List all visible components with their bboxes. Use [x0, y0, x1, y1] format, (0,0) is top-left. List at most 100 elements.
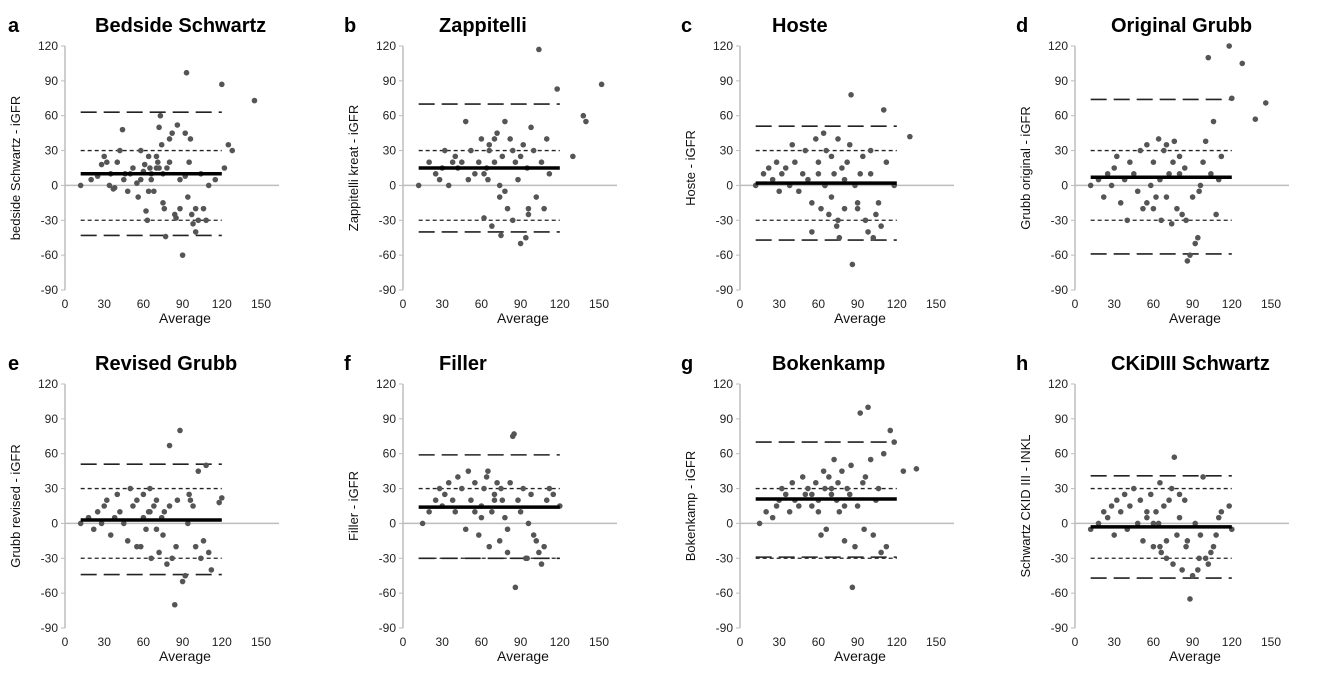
data-point [119, 126, 126, 133]
data-point [802, 491, 809, 498]
data-point [880, 450, 887, 457]
y-axis-label: Filler - iGFR [346, 471, 361, 541]
data-point [867, 147, 874, 154]
panel-letter: b [344, 15, 356, 37]
data-point [174, 122, 181, 128]
panel-letter: f [344, 353, 351, 375]
data-point [114, 491, 121, 498]
data-point [1134, 188, 1141, 195]
data-point [504, 549, 511, 556]
data-point [541, 543, 547, 550]
data-point [436, 176, 443, 183]
data-point [117, 147, 123, 154]
y-tick-label: 30 [720, 482, 734, 496]
data-point [1176, 153, 1183, 160]
data-point [192, 205, 199, 212]
data-point [826, 211, 832, 218]
y-tick-label: 120 [1048, 39, 1068, 53]
data-point [1158, 549, 1165, 556]
data-point [1137, 497, 1144, 503]
data-point [828, 485, 835, 492]
data-point [1166, 171, 1172, 177]
data-point [546, 171, 553, 177]
data-point [127, 485, 134, 492]
data-point [1205, 54, 1212, 61]
data-point [135, 194, 141, 200]
data-point [841, 205, 848, 212]
data-point [857, 171, 864, 177]
data-point [1168, 220, 1175, 227]
data-point [187, 497, 194, 503]
data-point [857, 410, 864, 416]
data-point [1179, 567, 1185, 573]
data-point [823, 526, 830, 533]
data-point [499, 153, 506, 160]
data-point [1184, 538, 1191, 544]
data-point [114, 159, 121, 165]
x-tick-label: 120 [212, 635, 232, 649]
data-point [182, 572, 189, 579]
data-point [134, 543, 140, 550]
data-point [491, 136, 498, 142]
y-tick-label: -60 [716, 248, 734, 262]
data-point [1104, 514, 1111, 521]
data-point [854, 200, 861, 206]
data-point [507, 479, 513, 486]
data-point [182, 130, 189, 136]
data-point [1226, 503, 1232, 509]
y-tick-label: 60 [45, 447, 59, 461]
data-point [528, 491, 534, 498]
data-point [1155, 136, 1162, 142]
x-tick-label: 90 [1186, 297, 1200, 311]
y-tick-label: 30 [1055, 144, 1069, 158]
data-point [481, 171, 487, 177]
data-point [1181, 165, 1188, 171]
data-point [1127, 159, 1133, 165]
y-axis-label: Bokenkamp - iGFR [683, 451, 698, 562]
data-point [491, 491, 498, 498]
chart-title: Original Grubb [1111, 15, 1252, 37]
y-tick-label: 120 [1048, 377, 1068, 391]
y-tick-label: 0 [1061, 178, 1068, 192]
data-point [1114, 497, 1120, 503]
y-tick-label: -60 [379, 248, 397, 262]
data-point [90, 526, 97, 533]
x-tick-label: 90 [176, 297, 190, 311]
data-point [1147, 491, 1154, 498]
data-point [151, 503, 157, 509]
data-point [1144, 200, 1150, 206]
data-point [1157, 479, 1163, 486]
chart-title: Zappitelli [439, 15, 527, 37]
y-tick-label: -90 [41, 621, 59, 635]
x-tick-label: 150 [1261, 297, 1281, 311]
data-point [1163, 194, 1170, 200]
data-point [452, 509, 459, 515]
data-point [166, 442, 173, 449]
data-point [854, 503, 861, 509]
x-tick-label: 120 [1222, 635, 1242, 649]
x-axis-label: Average [497, 648, 549, 664]
data-point [828, 194, 835, 200]
data-point [1124, 217, 1131, 224]
x-axis-label: Average [1169, 310, 1221, 326]
data-point [1189, 572, 1196, 579]
x-tick-label: 30 [1108, 297, 1122, 311]
data-point [1192, 520, 1199, 527]
y-axis-label: Hoste - iGFR [683, 130, 698, 206]
data-point [873, 211, 879, 218]
data-point [1170, 561, 1176, 567]
y-tick-label: -90 [716, 621, 734, 635]
data-point [94, 509, 101, 515]
data-point [1104, 171, 1111, 177]
data-point [860, 479, 866, 486]
data-point [865, 229, 871, 235]
data-point [541, 205, 547, 212]
data-point [1117, 200, 1124, 206]
data-point [773, 503, 780, 509]
x-tick-label: 0 [1072, 297, 1079, 311]
chart-title: Bokenkamp [772, 353, 885, 375]
data-point [485, 468, 491, 474]
chart-title: Hoste [772, 15, 828, 37]
x-tick-label: 150 [251, 297, 271, 311]
data-point [195, 468, 202, 474]
